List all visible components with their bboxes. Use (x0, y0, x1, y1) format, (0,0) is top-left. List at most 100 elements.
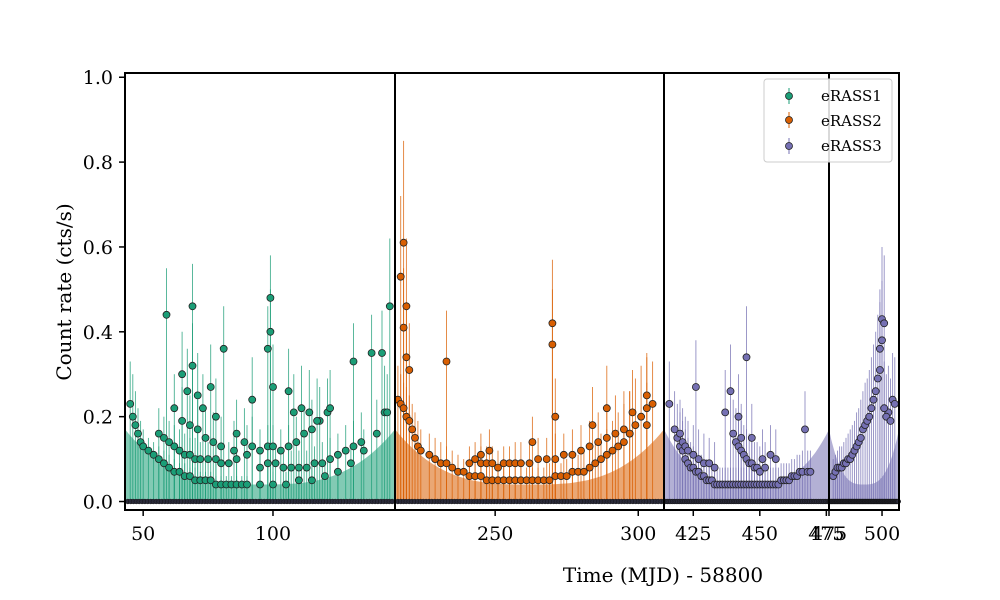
data-point-erass2 (562, 472, 571, 481)
data-point-erass2 (585, 463, 594, 472)
data-point-erass1 (175, 446, 184, 455)
data-point-erass1 (128, 412, 137, 421)
data-point-erass2 (591, 459, 600, 468)
data-point-erass1 (243, 450, 251, 459)
data-point-erass3 (734, 412, 743, 421)
data-point-erass1 (359, 446, 368, 455)
data-point-erass2 (402, 353, 411, 362)
y-tick-label: 1.0 (83, 67, 113, 89)
x-tick-label: 100 (255, 523, 291, 545)
data-point-erass2 (442, 357, 451, 366)
data-point-erass1 (178, 416, 187, 425)
data-point-erass1 (232, 429, 241, 438)
data-point-erass3 (721, 408, 730, 417)
data-point-erass1 (269, 442, 277, 451)
data-point-erass1 (284, 387, 293, 396)
legend-item-erass2: eRASS2 (785, 112, 882, 130)
data-point-erass2 (611, 429, 620, 438)
data-point-erass2 (399, 323, 408, 332)
data-point-erass3 (876, 366, 884, 374)
data-point-erass2 (620, 438, 628, 447)
x-tick-label: 300 (620, 523, 656, 545)
data-point-erass3 (880, 319, 889, 328)
data-point-erass2 (551, 455, 560, 464)
data-point-erass2 (476, 472, 485, 481)
data-point-erass2 (405, 416, 414, 425)
panel-frame (828, 72, 900, 511)
data-point-erass3 (729, 429, 738, 438)
legend-label-erass1: eRASS1 (821, 87, 882, 105)
data-point-erass2 (465, 459, 474, 468)
data-point-erass3 (806, 467, 815, 476)
data-point-erass3 (684, 446, 692, 455)
data-point-erass1 (149, 450, 158, 459)
data-point-erass2 (551, 412, 560, 421)
data-point-erass1 (279, 463, 288, 472)
data-point-erass1 (294, 476, 303, 485)
data-point-erass1 (219, 344, 228, 353)
data-point-erass1 (276, 446, 285, 455)
data-point-erass3 (665, 399, 674, 408)
data-point-erass1 (385, 302, 394, 311)
data-point-erass1 (201, 433, 210, 442)
legend-marker-erass2 (785, 116, 793, 124)
data-point-erass2 (399, 404, 408, 413)
data-point-erass1 (232, 455, 241, 464)
data-point-erass2 (577, 446, 585, 455)
data-point-erass2 (642, 421, 651, 430)
legend-marker-erass1 (785, 92, 793, 100)
data-point-erass1 (209, 438, 218, 447)
data-point-erass3 (761, 463, 769, 472)
data-point-erass1 (271, 459, 280, 468)
data-point-erass3 (670, 425, 679, 434)
data-point-erass1 (185, 450, 194, 459)
data-point-erass1 (159, 459, 168, 468)
data-point-erass1 (307, 425, 316, 434)
data-point-erass2 (517, 459, 525, 468)
data-point-erass1 (188, 302, 197, 311)
data-point-erass1 (349, 357, 358, 366)
data-point-erass2 (594, 438, 603, 447)
data-point-erass2 (580, 467, 588, 476)
data-point-erass2 (488, 459, 497, 468)
data-point-erass2 (631, 421, 640, 430)
data-point-erass3 (886, 416, 895, 425)
data-point-erass1 (372, 429, 381, 438)
data-point-erass2 (559, 450, 568, 459)
data-point-erass3 (705, 459, 714, 468)
data-point-erass1 (297, 404, 306, 413)
data-point-erass1 (256, 463, 264, 472)
x-tick-label: 475 (811, 523, 847, 545)
data-point-erass2 (597, 455, 605, 464)
data-point-erass1 (211, 455, 220, 464)
data-point-erass1 (346, 459, 355, 468)
data-point-erass1 (318, 459, 327, 468)
data-point-erass3 (692, 383, 700, 391)
x-tick-label: 450 (742, 523, 778, 545)
data-point-erass1 (289, 408, 298, 417)
data-point-erass1 (383, 408, 392, 417)
data-point-erass2 (625, 429, 634, 438)
legend-item-erass1: eRASS1 (785, 87, 882, 105)
data-point-erass1 (263, 344, 272, 353)
data-point-erass2 (448, 463, 457, 472)
data-point-erass1 (185, 472, 194, 481)
legend: eRASS1 eRASS2 eRASS3 (763, 78, 893, 163)
data-point-erass1 (198, 404, 207, 413)
data-point-erass1 (292, 438, 301, 447)
data-point-erass2 (588, 421, 597, 430)
data-point-erass1 (357, 438, 366, 447)
data-point-erass3 (856, 433, 865, 442)
data-point-erass1 (165, 438, 174, 447)
data-point-erass1 (282, 480, 290, 489)
data-point-erass3 (755, 467, 764, 476)
data-point-erass1 (131, 421, 140, 430)
data-point-erass1 (307, 476, 316, 485)
data-point-erass1 (248, 442, 257, 451)
data-point-erass1 (341, 446, 350, 455)
data-point-erass2 (525, 459, 534, 468)
data-point-erass1 (326, 455, 335, 464)
data-point-erass1 (320, 472, 329, 481)
